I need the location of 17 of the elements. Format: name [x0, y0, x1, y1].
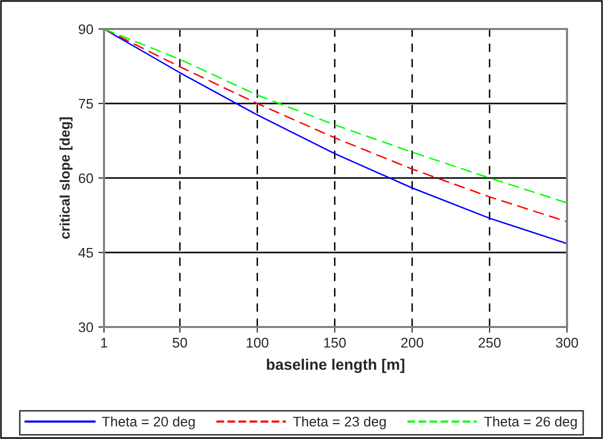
x-tick-label: 150: [324, 338, 346, 348]
y-tick-label: 75: [78, 98, 94, 109]
y-tick-label: 60: [78, 173, 94, 184]
x-tick-label: 300: [556, 338, 578, 348]
legend-label: Theta = 26 deg: [484, 416, 577, 430]
legend-label: Theta = 23 deg: [293, 416, 386, 430]
legend-label: Theta = 20 deg: [102, 416, 195, 430]
y-tick-label: 45: [78, 248, 94, 258]
x-tick-label: 50: [172, 338, 188, 348]
x-tick-label: 1: [101, 338, 108, 348]
x-tick-label: 200: [401, 338, 424, 348]
y-tick-label: 90: [78, 24, 94, 34]
x-tick-label: 250: [478, 338, 501, 348]
x-axis-title: baseline length [m]: [266, 358, 404, 374]
y-tick-label: 30: [78, 322, 94, 332]
y-axis-title: critical slope [deg]: [60, 117, 73, 239]
x-tick-label: 100: [246, 338, 268, 348]
